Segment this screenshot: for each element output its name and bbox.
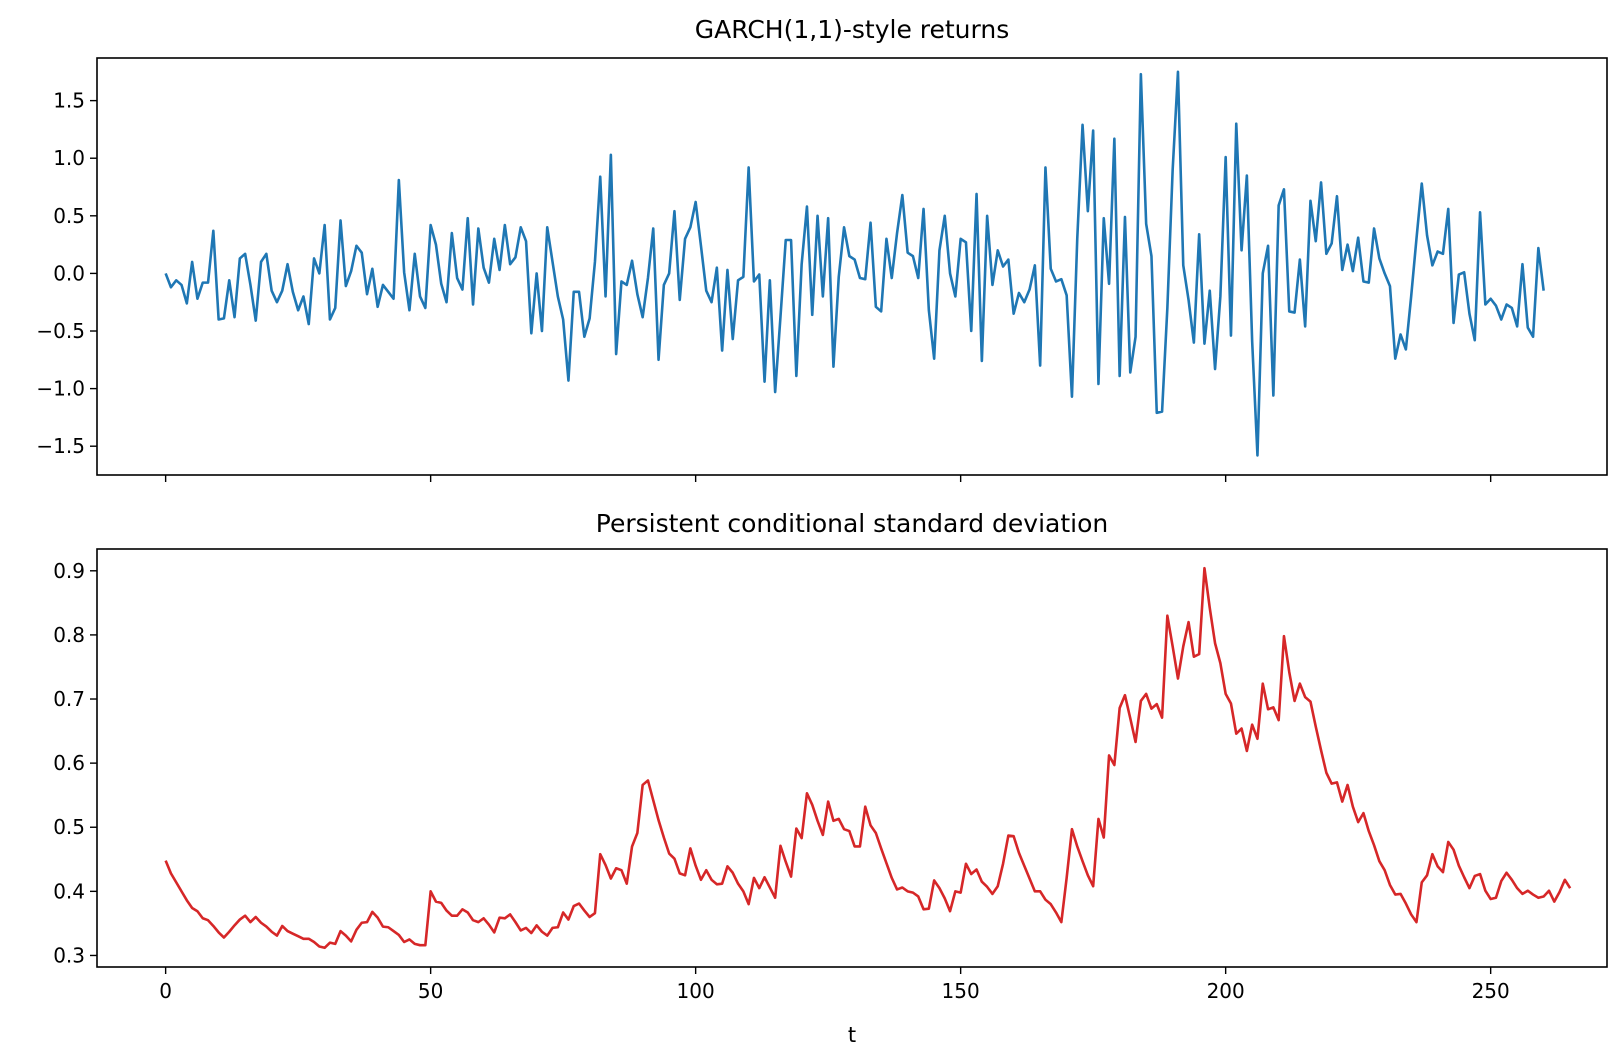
returns-y-tick-label: 1.5 [53,89,85,113]
returns-panel: GARCH(1,1)-style returns −1.5 −1.0 −0.5 0.0… [36,15,1608,482]
returns-y-tick-label: −1.5 [36,434,85,458]
returns-y-tick-label: −0.5 [36,319,85,343]
stddev-series-line-0 [164,566,1572,950]
stddev-x-tick-label: 50 [418,979,443,1003]
returns-plot-area [164,70,1545,457]
returns-chart-title: GARCH(1,1)-style returns [695,15,1010,44]
returns-y-tick-label: 0.5 [53,204,85,228]
returns-y-tick-label: 1.0 [53,146,85,170]
stddev-x-tick-label: 200 [1207,979,1245,1003]
returns-axes-frame [96,57,1608,476]
stddev-y-axis: 0.3 0.4 0.5 0.6 0.7 0.8 0.9 [53,559,97,967]
stddev-x-tick-label: 100 [677,979,715,1003]
stddev-panel: Persistent conditional standard deviatio… [53,509,1608,1047]
stddev-y-tick-label: 0.7 [53,687,85,711]
stddev-y-tick-label: 0.4 [53,879,85,903]
stddev-plot-area [164,566,1572,950]
stddev-y-tick-label: 0.5 [53,815,85,839]
returns-y-tick-label: 0.0 [53,261,85,285]
stddev-x-axis: 0 50 100 150 200 250 [159,967,1510,1003]
returns-x-axis [164,475,1492,482]
stddev-axes-frame [96,548,1608,968]
stddev-y-tick-label: 0.6 [53,751,85,775]
stddev-x-tick-label: 0 [159,979,172,1003]
stddev-y-tick-label: 0.8 [53,623,85,647]
stddev-y-tick-label: 0.9 [53,559,85,583]
stddev-x-tick-label: 250 [1472,979,1510,1003]
stddev-x-axis-label: t [848,1023,856,1047]
stddev-x-tick-label: 150 [942,979,980,1003]
returns-y-tick-label: −1.0 [36,377,85,401]
returns-y-axis: −1.5 −1.0 −0.5 0.0 0.5 1.0 1.5 [36,89,97,458]
stddev-chart-title: Persistent conditional standard deviatio… [596,509,1108,538]
returns-series-line-0 [164,70,1545,457]
stddev-y-tick-label: 0.3 [53,943,85,967]
